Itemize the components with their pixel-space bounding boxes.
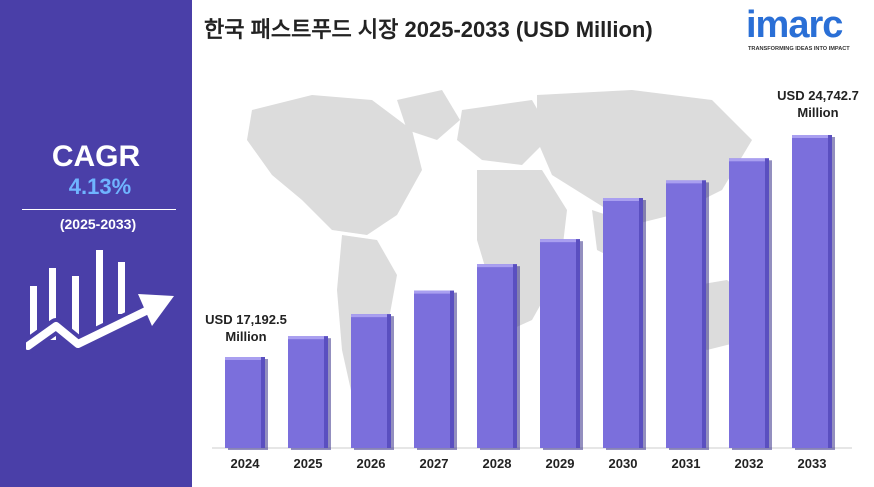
bar-2032 xyxy=(729,158,769,448)
bar-side-shade xyxy=(639,198,643,448)
first-value-annotation: USD 17,192.5 Million xyxy=(196,311,296,345)
x-tick-label-2030: 2030 xyxy=(609,456,638,471)
x-tick-label-2031: 2031 xyxy=(672,456,701,471)
logo-wordmark: imarc xyxy=(746,4,843,46)
bar-side-shade xyxy=(324,336,328,448)
bar-2027 xyxy=(414,290,454,448)
sidebar: CAGR 4.13% (2025-2033) xyxy=(0,0,192,487)
bar-top-highlight xyxy=(288,336,328,340)
growth-chart-icon xyxy=(26,250,174,354)
bar-top-highlight xyxy=(225,357,265,360)
bar-side-shade xyxy=(450,290,454,448)
bar-side-shade xyxy=(765,158,769,448)
imarc-logo: imarc TRANSFORMING IDEAS INTO IMPACT xyxy=(746,4,866,58)
bar-top-highlight xyxy=(540,239,580,243)
x-tick-label-2024: 2024 xyxy=(231,456,261,471)
cagr-label: CAGR xyxy=(51,140,141,173)
bar-top-highlight xyxy=(414,290,454,294)
bar-side-shade xyxy=(387,314,391,448)
bar-2031 xyxy=(666,180,706,449)
bar-side-shade xyxy=(828,135,832,448)
bar-top-highlight xyxy=(351,314,391,318)
bar-top-highlight xyxy=(603,198,643,202)
x-tick-label-2028: 2028 xyxy=(483,456,512,471)
bar-2033 xyxy=(792,135,832,448)
bar-top-highlight xyxy=(792,135,832,138)
bar-top-highlight xyxy=(666,180,706,184)
last-value-unit: Million xyxy=(797,105,839,120)
bar-2026 xyxy=(351,314,391,448)
logo-tagline: TRANSFORMING IDEAS INTO IMPACT xyxy=(748,46,850,52)
bar-side-shade xyxy=(513,264,517,448)
bar-side-shade xyxy=(576,239,580,448)
bar-top-highlight xyxy=(477,264,517,268)
sidebar-divider xyxy=(22,209,176,210)
bar-top-highlight xyxy=(729,158,769,162)
bar-side-shade xyxy=(702,180,706,449)
bar-2024 xyxy=(225,357,265,448)
x-tick-label-2029: 2029 xyxy=(546,456,575,471)
x-tick-label-2025: 2025 xyxy=(294,456,323,471)
cagr-period: (2025-2033) xyxy=(59,216,137,232)
last-value-amount: USD 24,742.7 xyxy=(777,88,859,103)
last-value-annotation: USD 24,742.7 Million xyxy=(758,87,874,121)
bar-2030 xyxy=(603,198,643,448)
bar-2029 xyxy=(540,239,580,448)
chart-area: 2024 2025 2026 2027 2028 2029 2030 2031 2032 2033 xyxy=(192,0,874,487)
bar-2028 xyxy=(477,264,517,448)
x-tick-label-2033: 2033 xyxy=(798,456,827,471)
first-value-amount: USD 17,192.5 xyxy=(205,312,287,327)
x-tick-label-2032: 2032 xyxy=(735,456,764,471)
first-value-unit: Million xyxy=(225,329,267,344)
bar-2025 xyxy=(288,336,328,448)
bar-side-shade xyxy=(261,357,265,448)
bar-chart: 2024 2025 2026 2027 2028 2029 2030 2031 2032 2033 xyxy=(212,135,852,471)
cagr-value: 4.13% xyxy=(68,174,132,199)
x-tick-label-2026: 2026 xyxy=(357,456,386,471)
chart-title: 한국 패스트푸드 시장 2025-2033 (USD Million) xyxy=(204,17,653,42)
x-tick-label-2027: 2027 xyxy=(420,456,449,471)
